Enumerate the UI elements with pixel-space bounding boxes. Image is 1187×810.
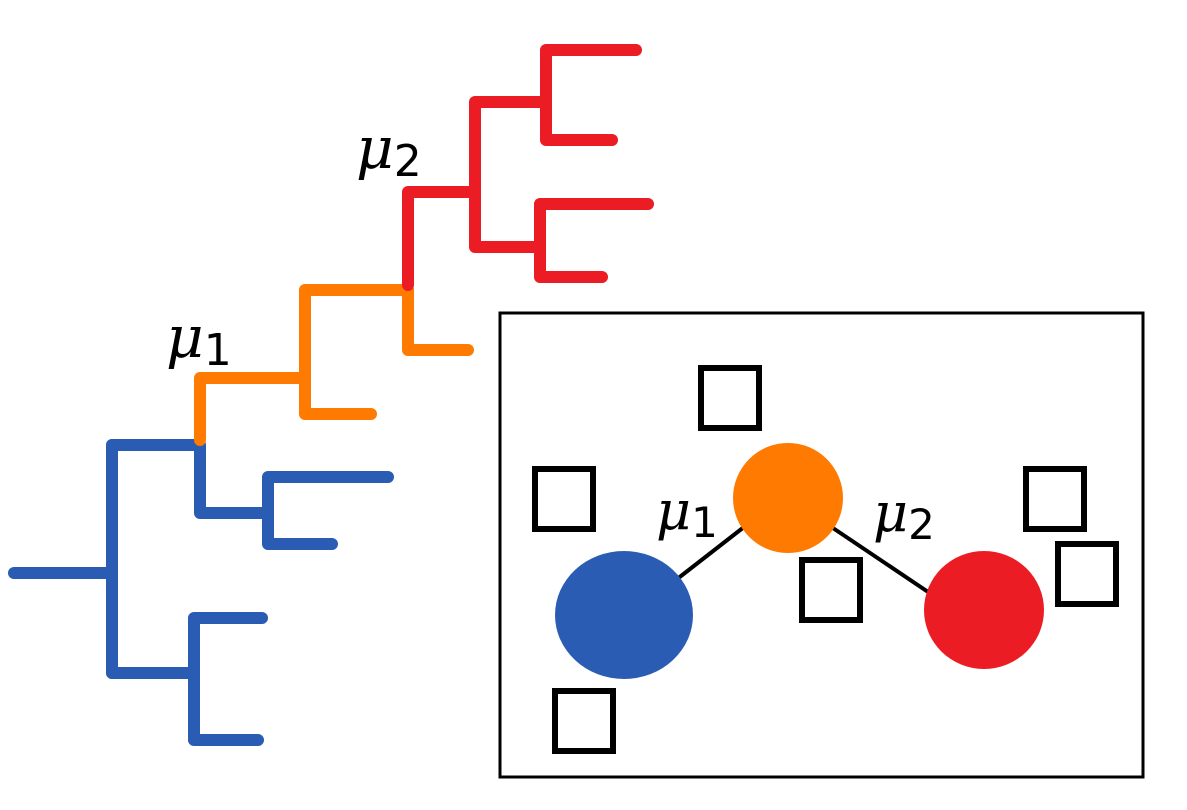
clone-node-orange xyxy=(733,443,843,553)
inset-mutation-2-label: μ2 xyxy=(873,481,935,549)
cell-square xyxy=(799,557,863,623)
cell-square xyxy=(698,365,762,431)
blue-clade xyxy=(8,439,394,746)
red-lower-leaves xyxy=(534,198,654,283)
clone-link-blue-orange xyxy=(670,518,755,585)
tree-mutation-2-label: μ2 xyxy=(356,114,422,187)
tree-mutation-1-symbol: μ xyxy=(166,303,204,371)
cell-square xyxy=(552,688,616,754)
phylogenetic-tree: μ1 μ2 xyxy=(8,44,654,746)
inset-mutation-2-symbol: μ xyxy=(873,481,908,544)
inset-mutation-2-subscript: 2 xyxy=(908,500,935,549)
orange-leaf-2 xyxy=(402,284,474,356)
red-split xyxy=(469,96,552,253)
inset-mutation-1-label: μ1 xyxy=(656,479,718,547)
cell-square xyxy=(532,466,596,532)
orange-stem xyxy=(194,372,311,446)
orange-clade xyxy=(194,284,474,446)
inset-frame xyxy=(498,311,1145,779)
tree-mutation-2-subscript: 2 xyxy=(394,136,422,187)
orange-leaf-1 xyxy=(299,372,377,420)
red-stem xyxy=(402,186,481,291)
cell-square xyxy=(1055,541,1119,607)
clone-link-orange-red xyxy=(822,520,945,604)
blue-lower-leaves xyxy=(188,612,268,746)
clone-node-red xyxy=(924,551,1044,669)
inset-panel: μ1 μ2 xyxy=(498,311,1145,779)
red-upper-leaves xyxy=(540,44,642,146)
inset-mutation-1-subscript: 1 xyxy=(691,498,718,547)
tree-mutation-2-symbol: μ xyxy=(356,114,394,182)
orange-split-1 xyxy=(299,284,414,384)
blue-leaf-split xyxy=(262,471,394,550)
tree-mutation-1-label: μ1 xyxy=(166,303,232,376)
tree-mutation-1-subscript: 1 xyxy=(204,325,232,376)
inset-mutation-1-symbol: μ xyxy=(656,479,691,542)
blue-branch-upper-split xyxy=(194,439,274,519)
cell-squares xyxy=(532,365,1119,754)
clone-node-blue xyxy=(555,551,693,679)
cell-square xyxy=(1023,466,1087,532)
red-clade xyxy=(402,44,654,291)
